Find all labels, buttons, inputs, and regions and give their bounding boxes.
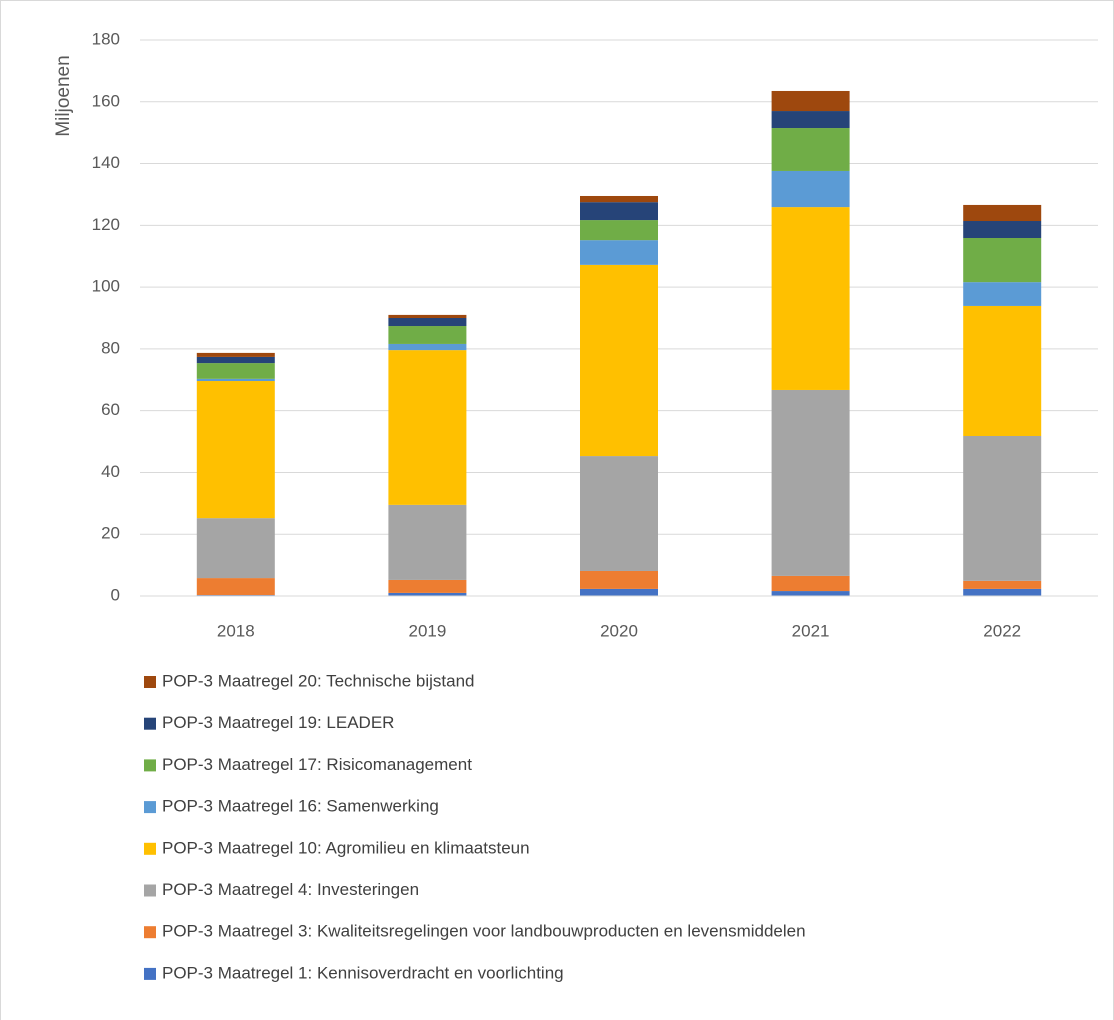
bar-segment bbox=[963, 204, 1042, 222]
y-tick-label: 160 bbox=[92, 91, 120, 110]
bar-segment bbox=[580, 588, 658, 596]
legend-swatch bbox=[144, 759, 156, 772]
bar-segment bbox=[771, 90, 850, 112]
legend-label: POP-3 Maatregel 17: Risicomanagement bbox=[162, 755, 472, 774]
y-tick-label: 180 bbox=[92, 29, 120, 48]
bar-segment bbox=[196, 356, 275, 364]
x-tick-label: 2020 bbox=[600, 621, 638, 640]
bar-segment bbox=[771, 575, 850, 592]
bar-segment bbox=[196, 378, 275, 382]
y-tick-label: 80 bbox=[101, 338, 120, 357]
bar-segment bbox=[196, 363, 275, 379]
legend-swatch bbox=[144, 967, 156, 980]
y-tick-label: 20 bbox=[101, 524, 120, 543]
bar-segment bbox=[580, 570, 658, 589]
legend-label: POP-3 Maatregel 1: Kennisoverdracht en v… bbox=[162, 963, 564, 982]
x-tick-label: 2018 bbox=[217, 621, 255, 640]
bar-segment bbox=[388, 350, 467, 505]
bar-segment bbox=[580, 264, 658, 457]
bar-segment bbox=[963, 580, 1042, 589]
bar-segment bbox=[771, 591, 850, 596]
bar-segment bbox=[580, 220, 658, 241]
bar-segment bbox=[196, 352, 275, 357]
bar-segment bbox=[771, 207, 850, 390]
bar-segment bbox=[771, 111, 850, 129]
bar-segment bbox=[196, 518, 275, 579]
y-tick-label: 100 bbox=[92, 277, 120, 296]
x-tick-label: 2019 bbox=[408, 621, 446, 640]
x-tick-label: 2021 bbox=[792, 621, 830, 640]
y-tick-label: 0 bbox=[111, 585, 120, 604]
bar-segment bbox=[580, 195, 658, 203]
legend-label: POP-3 Maatregel 10: Agromilieu en klimaa… bbox=[162, 838, 530, 857]
legend-swatch bbox=[144, 926, 156, 939]
legend-label: POP-3 Maatregel 19: LEADER bbox=[162, 713, 394, 732]
x-tick-label: 2022 bbox=[983, 621, 1021, 640]
y-tick-label: 40 bbox=[101, 462, 120, 481]
bar-segment bbox=[388, 318, 467, 327]
legend-label: POP-3 Maatregel 3: Kwaliteitsregelingen … bbox=[162, 922, 806, 941]
bar-segment bbox=[196, 381, 275, 519]
bar-segment bbox=[771, 170, 850, 208]
legend-swatch bbox=[144, 842, 156, 855]
legend-swatch bbox=[144, 884, 156, 897]
y-tick-label: 120 bbox=[92, 215, 120, 234]
bar-segment bbox=[771, 389, 850, 576]
bar-segment bbox=[580, 240, 658, 265]
bar-segment bbox=[963, 435, 1042, 581]
bar-segment bbox=[580, 456, 658, 571]
bar-segment bbox=[388, 314, 467, 318]
y-axis-label: Miljoenen bbox=[53, 55, 74, 136]
y-tick-label: 60 bbox=[101, 400, 120, 419]
bar-segment bbox=[388, 343, 467, 351]
bar-segment bbox=[388, 592, 467, 596]
legend-swatch bbox=[144, 801, 156, 814]
bar-segment bbox=[963, 305, 1042, 436]
bar-segment bbox=[963, 588, 1042, 596]
legend-label: POP-3 Maatregel 16: Samenwerking bbox=[162, 797, 439, 816]
bar-segment bbox=[580, 202, 658, 221]
y-tick-label: 140 bbox=[92, 153, 120, 172]
legend-label: POP-3 Maatregel 4: Investeringen bbox=[162, 880, 419, 899]
bar-segment bbox=[963, 282, 1042, 306]
legend-swatch bbox=[144, 676, 156, 688]
legend-swatch bbox=[144, 717, 156, 730]
bar-segment bbox=[963, 237, 1042, 283]
bar-segment bbox=[388, 579, 467, 593]
bar-segment bbox=[388, 504, 467, 580]
legend-label: POP-3 Maatregel 20: Technische bijstand bbox=[162, 671, 474, 690]
bar-segment bbox=[388, 326, 467, 344]
bar-segment bbox=[963, 221, 1042, 238]
bar-segment bbox=[196, 578, 275, 596]
bar-segment bbox=[771, 128, 850, 171]
